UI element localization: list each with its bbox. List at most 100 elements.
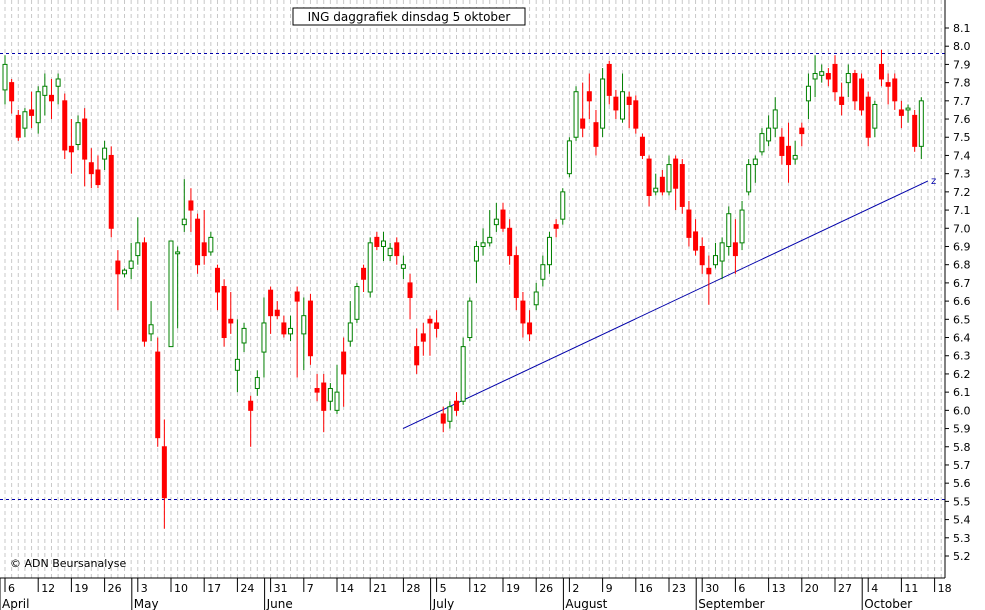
- candle-body: [234, 358, 240, 371]
- y-tick-label: 5.7: [953, 459, 971, 472]
- x-tick-label: 2: [572, 582, 579, 595]
- candle-body: [606, 63, 612, 96]
- candle: [859, 73, 865, 116]
- candle: [361, 264, 367, 292]
- month-label: July: [432, 597, 455, 610]
- candle-body: [15, 114, 21, 138]
- candle-body: [141, 242, 147, 342]
- candle-body: [513, 255, 519, 298]
- candle: [274, 301, 280, 320]
- candle: [115, 250, 121, 311]
- y-tick-label: 5.5: [953, 495, 971, 508]
- candle: [646, 155, 652, 207]
- x-tick-label: 3: [141, 582, 148, 595]
- candle: [35, 86, 41, 134]
- candle: [487, 210, 493, 247]
- x-tick-label: 11: [904, 582, 918, 595]
- candle-body: [268, 289, 274, 317]
- y-tick-label: 7.8: [953, 77, 971, 90]
- candle-body: [254, 377, 260, 389]
- y-tick-label: 6.0: [953, 404, 971, 417]
- candle-body: [859, 78, 865, 111]
- candle: [752, 155, 758, 183]
- candle: [918, 97, 924, 160]
- candle: [347, 301, 353, 347]
- month-label: October: [864, 597, 912, 610]
- candle-body: [593, 122, 599, 147]
- candle: [467, 297, 473, 342]
- candle: [766, 115, 772, 147]
- candle-body: [819, 71, 825, 76]
- candle-body: [394, 242, 400, 257]
- candle: [480, 228, 486, 256]
- candle-body: [905, 107, 911, 111]
- y-tick-label: 8.0: [953, 40, 971, 53]
- horizontal-lines: [0, 52, 945, 501]
- candle: [812, 55, 818, 98]
- candle-body: [507, 227, 513, 257]
- y-tick-label: 7.5: [953, 131, 971, 144]
- candle: [62, 93, 68, 160]
- candle: [9, 78, 15, 114]
- candle: [334, 364, 340, 414]
- candle: [679, 159, 685, 214]
- candle-body: [75, 122, 81, 146]
- candle: [354, 282, 360, 323]
- candle-body: [878, 63, 884, 80]
- candle-body: [208, 236, 214, 253]
- candle: [128, 242, 134, 280]
- candle-body: [633, 100, 639, 129]
- y-tick-label: 6.5: [953, 313, 971, 326]
- candle: [201, 210, 207, 265]
- candle: [135, 217, 141, 265]
- candle-body: [918, 100, 924, 147]
- candle-body: [719, 242, 725, 262]
- candle: [414, 328, 420, 374]
- y-tick-labels: 5.2 5.3 5.4 5.5 5.6 5.7 5.8 5.9 6.0 6.1 6.2 6.3 6.4 6…: [945, 22, 971, 563]
- candle: [181, 179, 187, 232]
- candle-body: [626, 96, 632, 105]
- candle-body: [726, 213, 732, 247]
- candle-body: [912, 114, 918, 147]
- x-tick-label: 31: [274, 582, 288, 595]
- copyright-text: © ADN Beursanalyse: [10, 557, 127, 570]
- candle: [600, 68, 606, 138]
- candle-body: [812, 73, 818, 80]
- candle-body: [347, 322, 353, 342]
- plot-area: [0, 0, 945, 578]
- candle: [42, 73, 48, 116]
- candle-body: [62, 100, 68, 151]
- candle: [294, 286, 300, 378]
- chart-title: ING daggrafiek dinsdag 5 oktober: [308, 10, 511, 24]
- candle-body: [699, 245, 705, 266]
- candle: [759, 128, 765, 156]
- candle-body: [228, 318, 234, 324]
- candle: [374, 231, 380, 251]
- candle-body: [82, 118, 88, 160]
- y-tick-label: 6.8: [953, 259, 971, 272]
- y-tick-label: 7.2: [953, 186, 971, 199]
- candle: [805, 73, 811, 120]
- y-tick-label: 6.4: [953, 332, 971, 345]
- candle: [746, 159, 752, 196]
- candle-body: [301, 315, 307, 335]
- candle-body: [779, 136, 785, 156]
- candle: [573, 86, 579, 141]
- candle: [593, 109, 599, 156]
- candle-body: [387, 247, 393, 257]
- candle-body: [772, 109, 778, 129]
- candle: [839, 82, 845, 116]
- candle: [626, 91, 632, 129]
- candle-body: [487, 236, 493, 244]
- y-tick-label: 5.9: [953, 423, 971, 436]
- y-tick-label: 5.4: [953, 514, 971, 527]
- y-tick-label: 7.9: [953, 58, 971, 71]
- candle: [799, 122, 805, 147]
- candle-body: [712, 255, 718, 266]
- candle-body: [732, 242, 738, 257]
- candle: [673, 155, 679, 211]
- y-tick-label: 6.3: [953, 350, 971, 363]
- candle: [693, 219, 699, 256]
- candle: [520, 292, 526, 338]
- trendline-group: z: [402, 176, 936, 430]
